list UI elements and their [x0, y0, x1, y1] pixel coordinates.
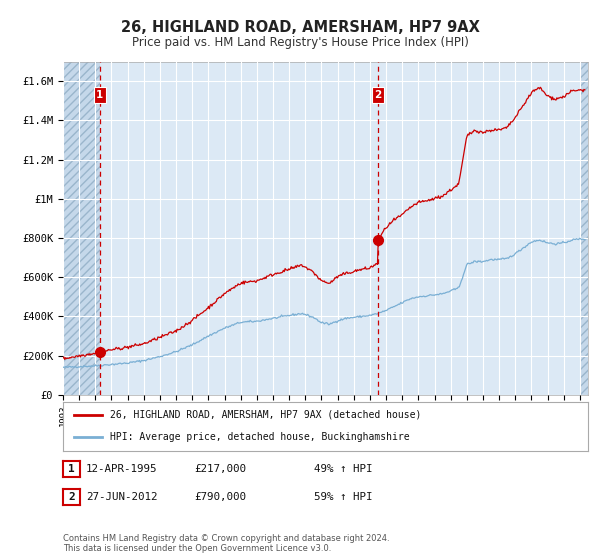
Text: £217,000: £217,000	[194, 464, 246, 474]
Text: Contains HM Land Registry data © Crown copyright and database right 2024.
This d: Contains HM Land Registry data © Crown c…	[63, 534, 389, 553]
Text: 2: 2	[374, 90, 382, 100]
Text: Price paid vs. HM Land Registry's House Price Index (HPI): Price paid vs. HM Land Registry's House …	[131, 36, 469, 49]
Bar	[63, 62, 100, 395]
Text: 26, HIGHLAND ROAD, AMERSHAM, HP7 9AX: 26, HIGHLAND ROAD, AMERSHAM, HP7 9AX	[121, 20, 479, 35]
Bar	[580, 62, 588, 395]
Text: 2: 2	[68, 492, 75, 502]
Text: HPI: Average price, detached house, Buckinghamshire: HPI: Average price, detached house, Buck…	[110, 432, 410, 442]
Text: £790,000: £790,000	[194, 492, 246, 502]
Text: 59% ↑ HPI: 59% ↑ HPI	[314, 492, 372, 502]
Text: 26, HIGHLAND ROAD, AMERSHAM, HP7 9AX (detached house): 26, HIGHLAND ROAD, AMERSHAM, HP7 9AX (de…	[110, 410, 422, 420]
Text: 1: 1	[68, 464, 75, 474]
Text: 12-APR-1995: 12-APR-1995	[86, 464, 157, 474]
Text: 1: 1	[96, 90, 103, 100]
Text: 49% ↑ HPI: 49% ↑ HPI	[314, 464, 372, 474]
Text: 27-JUN-2012: 27-JUN-2012	[86, 492, 157, 502]
